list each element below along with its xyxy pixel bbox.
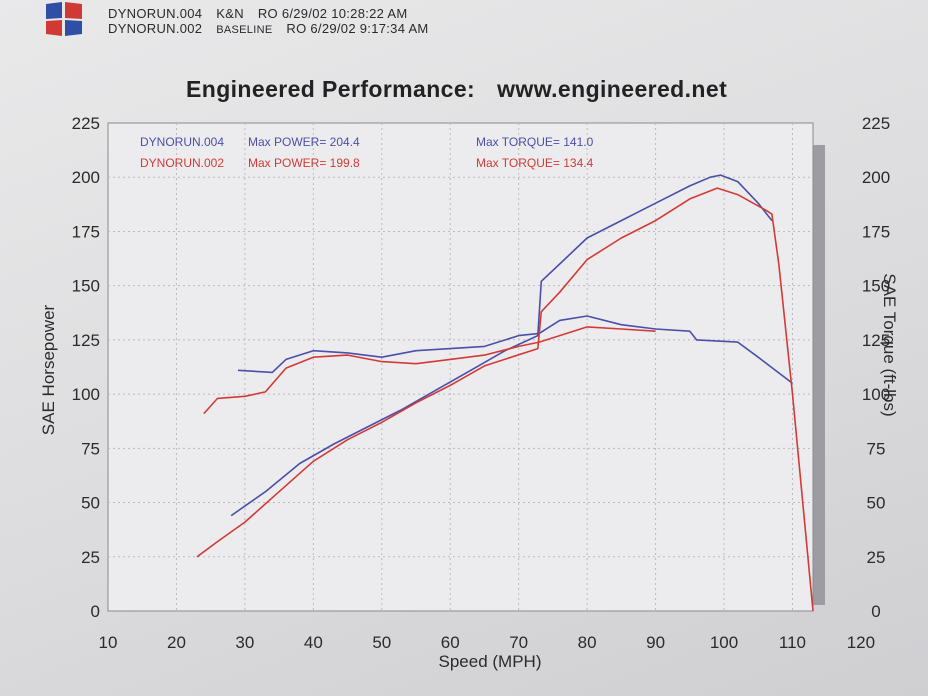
y-tick-label-3: 75 [81, 439, 100, 458]
y2-tick-label-7: 175 [862, 222, 890, 241]
y-tick-label-8: 200 [72, 168, 100, 187]
y2-tick-label-6: 150 [862, 277, 890, 296]
title-text: Engineered Performance: [186, 76, 476, 102]
series-004-torque-line [237, 315, 793, 384]
y-tick-label-5: 125 [72, 331, 100, 350]
legend-run-004: DYNORUN.004 [140, 135, 224, 149]
y2-axis-label: SAE Torque (ft-lbs) [880, 273, 899, 416]
series-002-power-line [196, 187, 814, 612]
x-tick-label-9: 100 [710, 633, 738, 652]
x-tick-label-4: 50 [372, 633, 391, 652]
x-tick-label-6: 70 [509, 633, 528, 652]
run-file-002: DYNORUN.002 [108, 21, 203, 36]
run-tag-004: K&N [216, 6, 244, 21]
y-tick-label-0: 0 [91, 602, 100, 621]
y-tick-label-6: 150 [72, 277, 100, 296]
grid-lines [108, 123, 813, 611]
x-tick-label-10: 110 [779, 633, 806, 652]
run-header: DYNORUN.004 K&N RO 6/29/02 10:28:22 AM D… [108, 6, 439, 38]
y-tick-label-7: 175 [72, 222, 100, 241]
x-tick-label-7: 80 [578, 633, 597, 652]
y-axis-left: 0 25 50 75 100 125 150 175 200 225 [72, 114, 100, 621]
y2-tick-label-5: 125 [862, 331, 890, 350]
y-axis-label: SAE Horsepower [39, 304, 58, 435]
y-tick-label-2: 50 [81, 494, 100, 513]
x-tick-label-3: 40 [304, 633, 323, 652]
x-tick-label-2: 30 [235, 633, 254, 652]
y2-tick-label-2: 50 [867, 494, 886, 513]
y2-tick-label-9: 225 [862, 114, 890, 133]
series-004-power-line [230, 174, 773, 517]
run-header-row-004: DYNORUN.004 K&N RO 6/29/02 10:28:22 AM [108, 6, 439, 21]
legend-torque-004: Max TORQUE= 141.0 [476, 135, 594, 149]
y-tick-label-9: 225 [72, 114, 100, 133]
legend-torque-002: Max TORQUE= 134.4 [476, 156, 594, 170]
run-tag-002: BASELINE [216, 24, 273, 36]
y-tick-label-1: 25 [81, 548, 100, 567]
title-url: www.engineered.net [497, 76, 728, 102]
y2-tick-label-3: 75 [867, 439, 886, 458]
x-tick-label-11: 120 [847, 633, 875, 652]
x-axis-label: Speed (MPH) [439, 652, 542, 671]
plot-shadow [811, 145, 825, 605]
run-info-004: RO 6/29/02 10:28:22 AM [257, 6, 408, 21]
y2-tick-label-8: 200 [862, 168, 890, 187]
series-002-torque-line [203, 326, 656, 415]
y2-tick-label-4: 100 [862, 385, 890, 404]
legend-power-004: Max POWER= 204.4 [248, 135, 360, 149]
run-file-004: DYNORUN.004 [108, 6, 203, 21]
legend-power-002: Max POWER= 199.8 [248, 156, 360, 170]
x-tick-label-5: 60 [441, 633, 460, 652]
y-axis-right: 0 25 50 75 100 125 150 175 200 225 [862, 114, 890, 621]
y2-tick-label-0: 0 [871, 602, 880, 621]
x-tick-label-8: 90 [646, 633, 665, 652]
dynojet-logo [46, 2, 82, 36]
run-header-row-002: DYNORUN.002 BASELINE RO 6/29/02 9:17:34 … [108, 21, 439, 38]
legend-run-002: DYNORUN.002 [140, 156, 224, 170]
y-tick-label-4: 100 [72, 385, 100, 404]
x-tick-label-0: 10 [99, 633, 118, 652]
legend: DYNORUN.004 Max POWER= 204.4 Max TORQUE=… [140, 135, 594, 170]
x-axis: 10 20 30 40 50 60 70 80 90 100 110 120 [99, 633, 876, 652]
run-info-002: RO 6/29/02 9:17:34 AM [286, 21, 429, 36]
plot-area [107, 122, 814, 612]
series-group [196, 174, 814, 612]
x-tick-label-1: 20 [167, 633, 186, 652]
y2-tick-label-1: 25 [867, 548, 886, 567]
chart-title: Engineered Performance: www.engineered.ne… [186, 76, 727, 103]
